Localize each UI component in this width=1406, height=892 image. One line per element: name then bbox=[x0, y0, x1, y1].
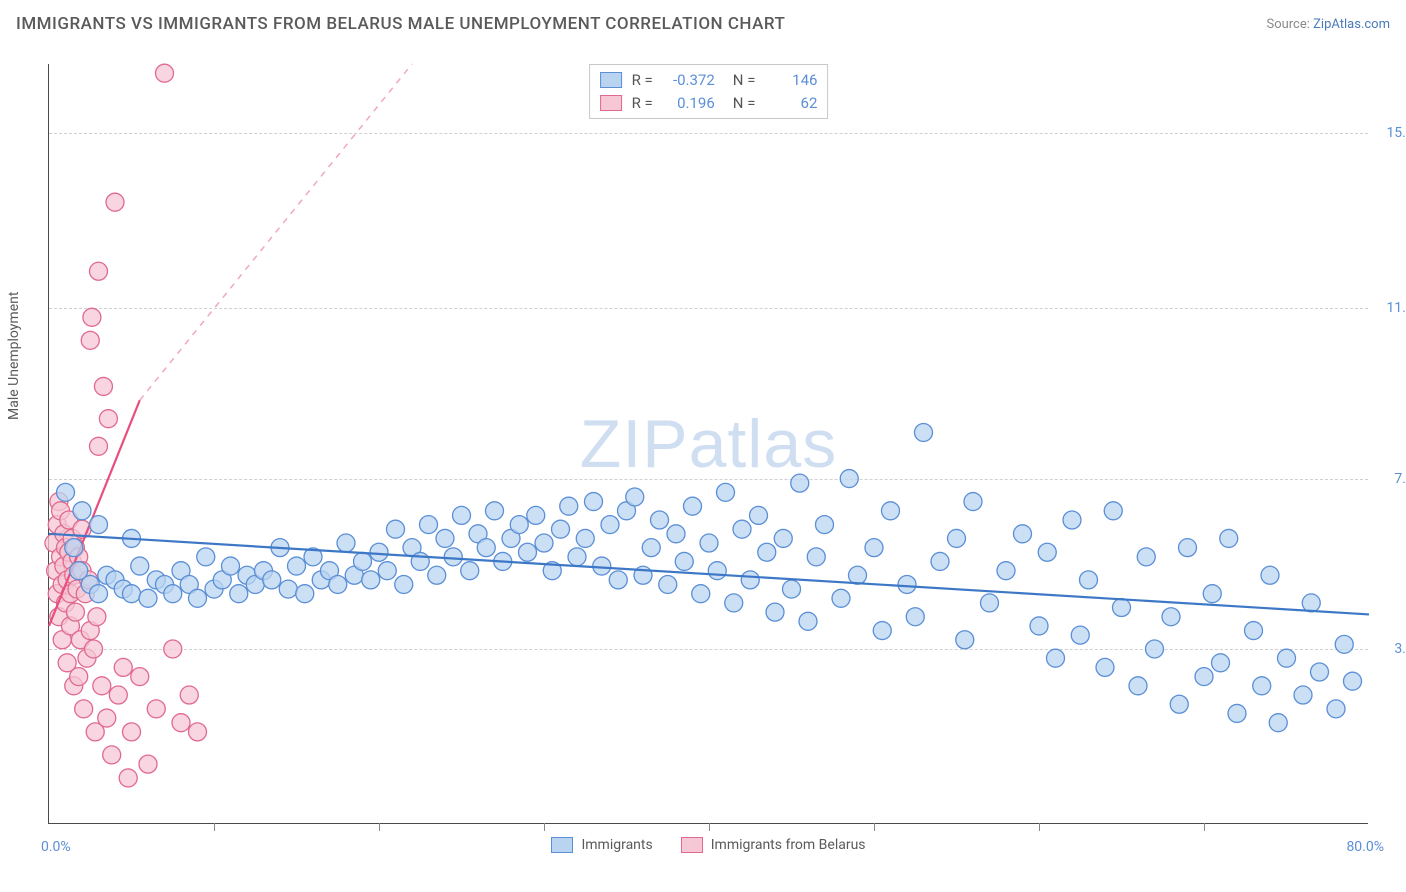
chart-plot-area: ZIPatlas R = -0.372 N = 146 R = 0.196 N … bbox=[48, 64, 1368, 824]
source-link[interactable]: ZipAtlas.com bbox=[1313, 17, 1390, 32]
legend: Immigrants Immigrants from Belarus bbox=[49, 837, 1368, 853]
chart-title: IMMIGRANTS VS IMMIGRANTS FROM BELARUS MA… bbox=[16, 14, 785, 34]
legend-item-belarus: Immigrants from Belarus bbox=[681, 837, 866, 853]
source-label: Source: ZipAtlas.com bbox=[1266, 17, 1390, 32]
legend-item-immigrants: Immigrants bbox=[551, 837, 652, 853]
swatch-pink-icon bbox=[600, 95, 622, 111]
swatch-blue-icon bbox=[551, 837, 573, 853]
swatch-pink-icon bbox=[681, 837, 703, 853]
y-axis-label: Male Unemployment bbox=[6, 292, 22, 420]
y-tick-label: 15.0% bbox=[1386, 125, 1406, 141]
y-tick-label: 7.5% bbox=[1394, 471, 1406, 487]
y-tick-label: 3.8% bbox=[1394, 641, 1406, 657]
swatch-blue-icon bbox=[600, 72, 622, 88]
stats-row-blue: R = -0.372 N = 146 bbox=[600, 69, 818, 92]
scatter-plot-svg bbox=[49, 64, 1368, 823]
y-tick-label: 11.2% bbox=[1386, 300, 1406, 316]
stats-row-pink: R = 0.196 N = 62 bbox=[600, 92, 818, 115]
stats-box: R = -0.372 N = 146 R = 0.196 N = 62 bbox=[589, 64, 829, 119]
